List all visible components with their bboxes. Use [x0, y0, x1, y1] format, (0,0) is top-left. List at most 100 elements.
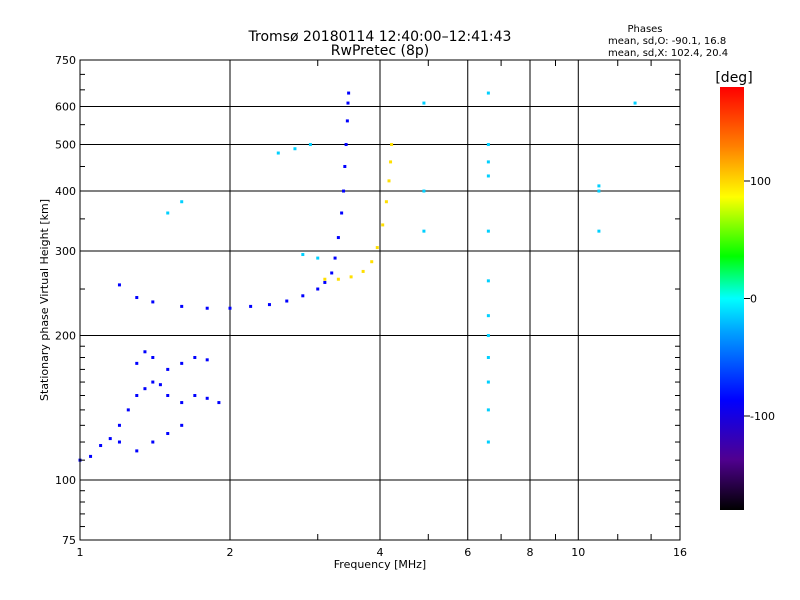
x-tick-label: 16 — [673, 546, 687, 559]
x-tick-label: 2 — [227, 546, 234, 559]
data-point — [151, 440, 155, 444]
data-point — [422, 229, 426, 233]
data-point — [486, 334, 490, 338]
data-point — [384, 200, 388, 204]
y-tick-label: 100 — [55, 474, 76, 487]
data-point — [166, 211, 170, 215]
data-point — [217, 401, 221, 405]
data-point — [422, 101, 426, 105]
y-axis: 75 100 200 300 400 500 600 750 — [55, 54, 680, 547]
data-point — [166, 432, 170, 436]
data-point — [135, 361, 139, 365]
data-point — [180, 200, 184, 204]
data-point — [344, 143, 348, 147]
data-point — [381, 223, 385, 227]
data-point — [180, 423, 184, 427]
colorbar-ticks: 100 0 -100 — [744, 175, 775, 423]
data-point — [346, 101, 350, 105]
data-point — [316, 256, 320, 260]
data-point — [180, 361, 184, 365]
data-point — [387, 179, 391, 183]
y-tick-label: 750 — [55, 54, 76, 67]
data-points — [78, 91, 637, 462]
data-point — [336, 277, 340, 281]
data-point — [486, 408, 490, 412]
data-point — [330, 271, 334, 275]
data-point — [486, 91, 490, 95]
data-point — [117, 423, 121, 427]
data-point — [390, 143, 394, 147]
data-point — [301, 253, 305, 257]
data-point — [267, 303, 271, 307]
data-point — [151, 300, 155, 304]
data-point — [126, 408, 130, 412]
data-point — [486, 279, 490, 283]
y-tick-label: 75 — [62, 534, 76, 547]
data-point — [193, 355, 197, 359]
plot-frame — [79, 59, 681, 541]
x-tick-label: 4 — [377, 546, 384, 559]
colorbar-unit: [deg] — [715, 70, 752, 86]
data-point — [370, 260, 374, 264]
data-point — [486, 229, 490, 233]
data-point — [158, 383, 162, 387]
data-point — [205, 396, 209, 400]
data-point — [205, 306, 209, 310]
data-point — [340, 211, 344, 215]
data-point — [345, 119, 349, 123]
data-point — [117, 440, 121, 444]
data-point — [486, 440, 490, 444]
grid — [80, 60, 680, 540]
data-point — [361, 269, 365, 273]
chart-subtitle: RwPretec (8p) — [331, 43, 429, 59]
x-tick-label: 8 — [527, 546, 534, 559]
y-axis-label: Stationary phase Virtual Height [km] — [38, 199, 51, 401]
data-point — [151, 380, 155, 384]
data-point — [633, 101, 637, 105]
colorbar — [720, 87, 744, 510]
data-point — [135, 394, 139, 398]
chart-title: Tromsø 20180114 12:40:00–12:41:43 — [248, 29, 512, 45]
y-tick-label: 200 — [55, 330, 76, 343]
data-point — [323, 280, 327, 284]
y-tick-label: 600 — [55, 101, 76, 114]
x-axis-label: Frequency [MHz] — [334, 558, 426, 571]
data-point — [336, 236, 340, 240]
data-point — [343, 164, 347, 168]
x-tick-label: 1 — [77, 546, 84, 559]
x-tick-label: 10 — [571, 546, 585, 559]
stats-x-line: mean, sd,X: 102.4, 20.4 — [608, 48, 728, 59]
data-point — [193, 394, 197, 398]
colorbar-tick-label: -100 — [750, 410, 775, 423]
data-point — [180, 401, 184, 405]
data-point — [151, 355, 155, 359]
data-point — [180, 304, 184, 308]
colorbar-tick-label: 100 — [750, 175, 771, 188]
data-point — [205, 358, 209, 362]
data-point — [597, 184, 601, 188]
data-point — [597, 189, 601, 193]
data-point — [375, 246, 379, 250]
colorbar-tick-label: 0 — [750, 293, 757, 306]
data-point — [301, 294, 305, 298]
data-point — [228, 306, 232, 310]
x-tick-label: 6 — [464, 546, 471, 559]
data-point — [285, 299, 289, 303]
data-point — [486, 380, 490, 384]
data-point — [276, 151, 280, 155]
stats-o-line: mean, sd,O: -90.1, 16.8 — [608, 36, 726, 47]
data-point — [389, 160, 393, 164]
data-point — [347, 91, 351, 95]
data-point — [486, 314, 490, 318]
data-point — [323, 277, 327, 281]
x-axis: 1 2 4 6 8 10 16 — [77, 60, 687, 559]
data-point — [349, 275, 353, 279]
y-tick-label: 400 — [55, 185, 76, 198]
data-point — [135, 296, 139, 300]
data-point — [316, 287, 320, 291]
y-tick-label: 300 — [55, 245, 76, 258]
data-point — [342, 189, 346, 193]
data-point — [486, 355, 490, 359]
data-point — [293, 147, 297, 151]
